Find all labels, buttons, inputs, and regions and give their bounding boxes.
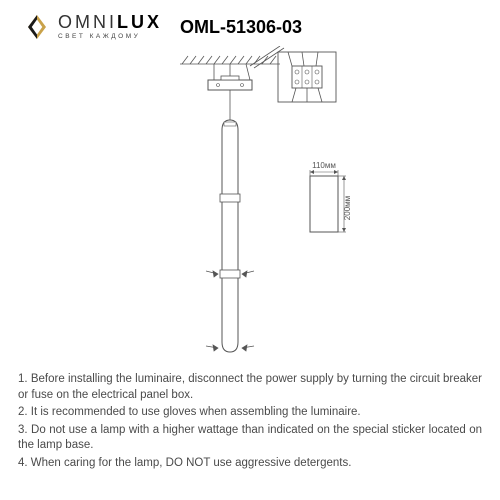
instructions: 1. Before installing the luminaire, disc… xyxy=(0,366,500,483)
brand-text: OMNILUX СВЕТ КАЖДОМУ xyxy=(58,13,162,41)
header: OMNILUX СВЕТ КАЖДОМУ OML-51306-03 xyxy=(0,0,500,42)
model-code: OML-51306-03 xyxy=(180,17,302,38)
brand-omni: OMNI xyxy=(58,12,117,32)
instruction-2: 2. It is recommended to use gloves when … xyxy=(18,405,482,421)
dimension-detail: 110мм 200мм xyxy=(310,161,352,232)
height-label: 200мм xyxy=(343,196,352,220)
instruction-1: 1. Before installing the luminaire, disc… xyxy=(18,372,482,403)
width-label: 110мм xyxy=(312,161,336,170)
instruction-3: 3. Do not use a lamp with a higher watta… xyxy=(18,423,482,454)
brand-lux: LUX xyxy=(117,12,162,32)
instruction-4: 4. When caring for the lamp, DO NOT use … xyxy=(18,456,482,472)
brand-logo-icon xyxy=(22,12,52,42)
brand-name: OMNILUX xyxy=(58,13,162,31)
connector-detail xyxy=(278,52,336,102)
brand-tagline: СВЕТ КАЖДОМУ xyxy=(58,34,162,41)
installation-diagram: 110мм 200мм xyxy=(0,46,500,366)
